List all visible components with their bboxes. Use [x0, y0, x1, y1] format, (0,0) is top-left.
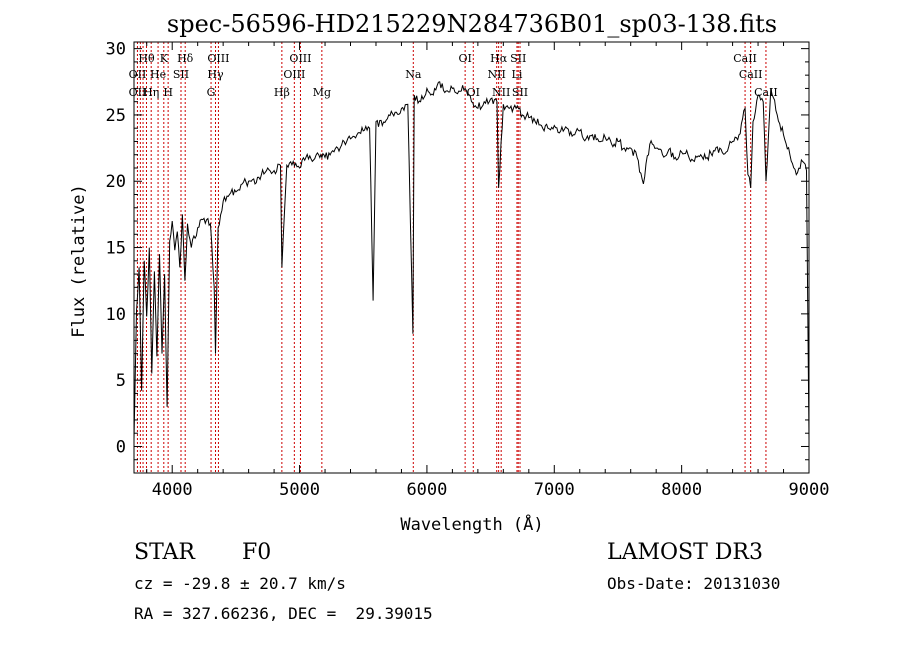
line-label: CaII [739, 68, 763, 81]
line-label: G [207, 86, 216, 99]
line-label: SII [173, 68, 189, 81]
emission-line-markers [136, 42, 767, 473]
y-axis-label: Flux (relative) [69, 184, 89, 338]
x-tick-label: 6000 [406, 480, 447, 500]
line-label: OIII [207, 52, 229, 65]
x-tick-label: 9000 [789, 480, 830, 500]
y-tick-label: 30 [106, 40, 126, 60]
y-tick-label: 0 [116, 437, 126, 457]
line-label: CaII [733, 52, 757, 65]
line-label: NII [488, 68, 506, 81]
line-label: Na [405, 68, 422, 81]
x-tick-label: 5000 [279, 480, 320, 500]
coordinates: RA = 327.66236, DEC = 29.39015 [134, 604, 433, 623]
y-tick-label: 5 [116, 371, 126, 391]
object-type: STAR [134, 540, 195, 565]
x-axis: 4000 5000 6000 7000 8000 9000 [146, 42, 830, 500]
spectral-subclass: F0 [242, 540, 272, 565]
line-label: H [163, 86, 173, 99]
x-tick-label: 8000 [661, 480, 702, 500]
y-axis: 0 5 10 15 20 25 30 [106, 40, 809, 461]
line-label: Hθ [138, 52, 155, 65]
line-label: Hδ [177, 52, 194, 65]
x-axis-label: Wavelength (Å) [400, 513, 543, 535]
x-tick-label: 7000 [534, 480, 575, 500]
y-tick-label: 25 [106, 106, 126, 126]
line-label: K [160, 52, 169, 65]
plot-frame [133, 41, 810, 474]
line-label: OII [129, 68, 147, 81]
line-label: CaII [754, 86, 778, 99]
survey-name: LAMOST DR3 [607, 540, 763, 565]
line-label: NII [492, 86, 510, 99]
chart-title: spec-56596-HD215229N284736B01_sp03-138.f… [167, 10, 777, 38]
redshift-value: cz = -29.8 ± 20.7 km/s [134, 574, 346, 593]
line-label: OI [467, 86, 480, 99]
y-tick-label: 20 [106, 172, 126, 192]
line-label: SII [512, 86, 528, 99]
line-label: Hα [490, 52, 508, 65]
obs-date: Obs-Date: 20131030 [607, 574, 781, 593]
y-tick-label: 15 [106, 239, 126, 259]
line-label: OII [129, 86, 147, 99]
x-tick-label: 4000 [152, 480, 193, 500]
line-label: Hη [143, 86, 159, 99]
line-label: He [150, 68, 166, 81]
line-label: OIII [289, 52, 311, 65]
line-label: OI [458, 52, 471, 65]
line-label: Hγ [207, 68, 224, 81]
y-tick-label: 10 [106, 305, 126, 325]
line-label: Hβ [274, 86, 290, 99]
line-label: Mg [313, 86, 331, 99]
spectrum-line [133, 81, 810, 440]
line-label: OIII [283, 68, 305, 81]
line-label: Li [512, 68, 523, 81]
line-label: SII [510, 52, 526, 65]
